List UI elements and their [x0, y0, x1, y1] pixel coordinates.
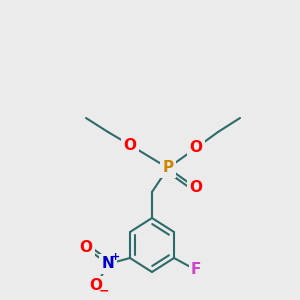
Text: O: O	[190, 140, 202, 155]
Text: O: O	[190, 181, 202, 196]
Text: −: −	[99, 284, 109, 298]
Text: P: P	[162, 160, 174, 175]
Text: F: F	[191, 262, 201, 278]
Text: O: O	[89, 278, 103, 293]
Text: N: N	[102, 256, 114, 272]
Text: +: +	[110, 252, 120, 262]
Text: O: O	[80, 241, 92, 256]
Text: O: O	[124, 137, 136, 152]
